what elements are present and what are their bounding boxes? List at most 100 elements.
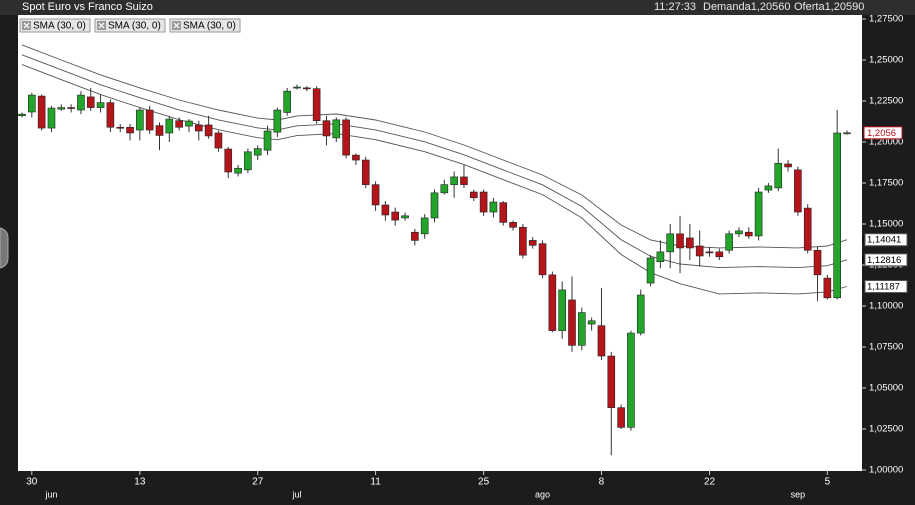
legend-box bbox=[169, 18, 241, 33]
badge-box bbox=[864, 233, 908, 247]
legend-close-x bbox=[23, 22, 30, 29]
candle-body bbox=[322, 120, 331, 137]
y-tick-label: 1,05000 bbox=[869, 383, 903, 394]
candle-body bbox=[28, 94, 36, 113]
month-label: ago bbox=[535, 489, 550, 499]
candle-body bbox=[155, 125, 164, 136]
candle-body bbox=[194, 124, 203, 132]
candle-body bbox=[263, 130, 272, 151]
candle-body bbox=[519, 226, 527, 256]
candle-body bbox=[636, 294, 645, 334]
month-label: jul bbox=[291, 489, 301, 499]
candle-body bbox=[735, 230, 743, 235]
candle-body bbox=[430, 192, 439, 219]
legend-close-x bbox=[98, 22, 105, 29]
candle-body bbox=[450, 176, 458, 185]
candle-body bbox=[106, 102, 115, 128]
candle-body bbox=[253, 148, 262, 156]
y-tick-label: 1,22500 bbox=[869, 96, 903, 107]
candle-body bbox=[175, 120, 183, 128]
candle-body bbox=[666, 233, 675, 253]
candle-body bbox=[165, 118, 174, 134]
candle-body bbox=[420, 217, 429, 235]
candle-body bbox=[332, 119, 341, 139]
candle-body bbox=[499, 202, 508, 223]
candle-body bbox=[558, 289, 566, 331]
candle-body bbox=[136, 109, 144, 131]
candle-body bbox=[695, 245, 704, 257]
candle-body bbox=[686, 237, 694, 249]
candle-body bbox=[607, 355, 616, 408]
side-tab[interactable] bbox=[0, 227, 9, 269]
y-tick-label: 1,10000 bbox=[869, 301, 903, 312]
legend-box bbox=[94, 18, 166, 33]
candle-body bbox=[548, 274, 557, 331]
legend-box bbox=[19, 18, 91, 33]
y-tick-label: 1,00000 bbox=[869, 465, 903, 476]
candle-body bbox=[145, 109, 154, 131]
x-tick-label: 8 bbox=[599, 477, 605, 488]
price-badge-box bbox=[863, 126, 903, 140]
candle-body bbox=[214, 132, 223, 149]
candle-body bbox=[725, 233, 733, 251]
candle-body bbox=[627, 332, 635, 428]
candle-body bbox=[774, 163, 783, 189]
candle-body bbox=[273, 109, 282, 133]
candle-body bbox=[715, 251, 724, 258]
candle-body bbox=[185, 120, 193, 127]
month-label: sep bbox=[791, 489, 806, 499]
y-tick-label: 1,07500 bbox=[869, 342, 903, 353]
candle-body bbox=[57, 107, 66, 110]
candle-body bbox=[538, 243, 547, 276]
x-tick-label: 22 bbox=[704, 477, 716, 488]
header-bar bbox=[0, 0, 915, 15]
y-tick-label: 1,15000 bbox=[869, 219, 903, 230]
candle-body bbox=[489, 201, 498, 213]
chart-title: Spot Euro vs Franco Suizo bbox=[22, 1, 153, 13]
candle-body bbox=[47, 107, 56, 129]
legend-label: SMA (30, 0) bbox=[108, 21, 161, 32]
candle-body bbox=[460, 176, 468, 185]
candle-body bbox=[224, 148, 233, 173]
badge-box bbox=[864, 253, 908, 267]
candle-body bbox=[96, 102, 105, 108]
plot-area bbox=[18, 15, 862, 471]
candle-body bbox=[37, 95, 46, 129]
x-tick-label: 5 bbox=[825, 477, 831, 488]
candle-body bbox=[764, 185, 773, 191]
candle-body bbox=[587, 320, 596, 325]
candle-body bbox=[479, 191, 488, 213]
candle-body bbox=[744, 231, 753, 237]
candle-body bbox=[676, 233, 684, 249]
candle-body bbox=[342, 119, 350, 156]
legend-label: SMA (30, 0) bbox=[33, 21, 86, 32]
status-text: Demanda1,20560 bbox=[703, 1, 790, 13]
price-badge-label: 1,2056 bbox=[867, 128, 896, 139]
x-tick-label: 25 bbox=[478, 477, 490, 488]
candle-body bbox=[597, 325, 606, 357]
candle-body bbox=[509, 222, 517, 228]
candle-body bbox=[803, 207, 812, 251]
candle-body bbox=[705, 251, 714, 254]
candle-body bbox=[244, 151, 252, 171]
candle-body bbox=[754, 191, 763, 237]
candle-body bbox=[283, 90, 291, 113]
y-tick-label: 1,17500 bbox=[869, 178, 903, 189]
y-tick-label: 1,25000 bbox=[869, 55, 903, 66]
candle-body bbox=[823, 277, 832, 299]
badge-label: 1,14041 bbox=[867, 235, 901, 246]
candle-body bbox=[116, 126, 125, 129]
badge-box bbox=[864, 280, 908, 294]
legend-close-x bbox=[173, 22, 180, 29]
candle-body bbox=[381, 204, 390, 216]
candle-body bbox=[77, 94, 85, 111]
status-text: 11:27:33 bbox=[654, 1, 696, 13]
x-tick-label: 11 bbox=[370, 477, 381, 488]
candle-body bbox=[126, 126, 134, 134]
candle-body bbox=[67, 107, 75, 109]
candle-body bbox=[312, 88, 321, 121]
y-tick-label: 1,02500 bbox=[869, 424, 903, 435]
candle-body bbox=[833, 132, 841, 299]
